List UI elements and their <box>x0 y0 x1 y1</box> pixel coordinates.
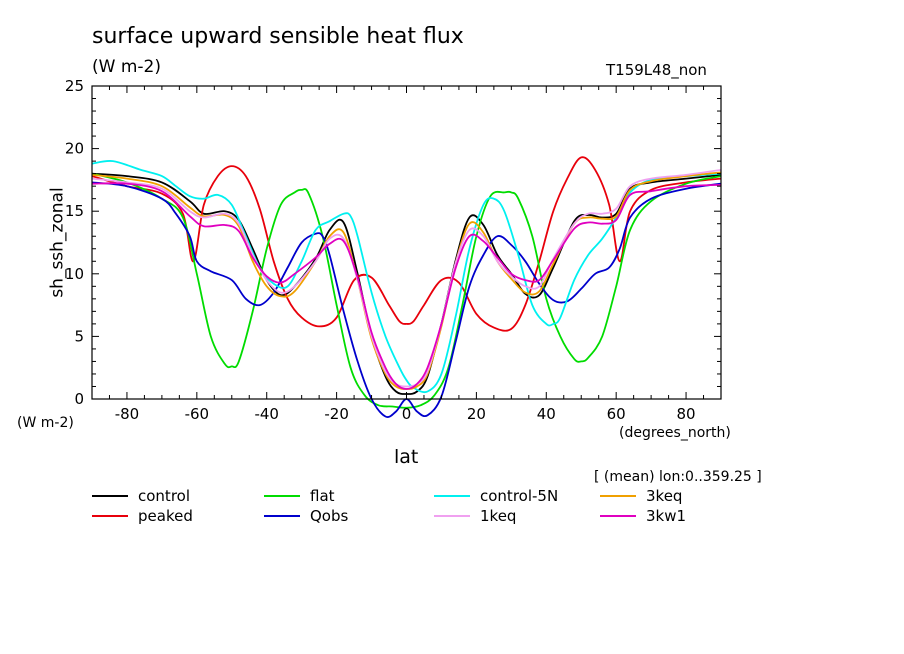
x-axis-units: (degrees_north) <box>619 425 731 441</box>
chart-title: surface upward sensible heat flux <box>92 24 464 49</box>
series-line-3keq <box>92 171 721 390</box>
y-tick-label: 15 <box>65 202 84 220</box>
chart-units: (W m-2) <box>92 57 161 77</box>
y-tick-label: 25 <box>65 77 84 95</box>
x-tick-label: -60 <box>185 405 210 423</box>
run-id-label: T159L48_non <box>606 61 707 79</box>
x-tick-label: 0 <box>402 405 412 423</box>
y-tick-label: 20 <box>65 140 84 158</box>
y-axis-units: (W m-2) <box>17 415 74 431</box>
x-tick-label: 40 <box>537 405 556 423</box>
y-tick-label: 10 <box>65 265 84 283</box>
series-line-control <box>92 172 721 395</box>
series-line-1keq <box>92 169 721 388</box>
x-tick-label: -80 <box>115 405 140 423</box>
x-tick-label: 60 <box>607 405 626 423</box>
y-tick-label: 0 <box>74 390 84 408</box>
series-line-qobs <box>92 181 721 418</box>
series-line-3kw1 <box>92 182 721 390</box>
x-tick-label: 20 <box>467 405 486 423</box>
series-line-peaked <box>92 156 721 332</box>
x-tick-label: -20 <box>324 405 349 423</box>
mean-note: [ (mean) lon:0..359.25 ] <box>594 469 762 485</box>
x-tick-label: -40 <box>254 405 279 423</box>
x-axis-label: lat <box>394 446 419 468</box>
x-tick-label: 80 <box>677 405 696 423</box>
series-line-flat <box>92 172 721 409</box>
series-line-control-5n <box>92 160 721 394</box>
y-tick-label: 5 <box>74 327 84 345</box>
y-axis-label: sh_ssh_zonal <box>47 186 68 298</box>
